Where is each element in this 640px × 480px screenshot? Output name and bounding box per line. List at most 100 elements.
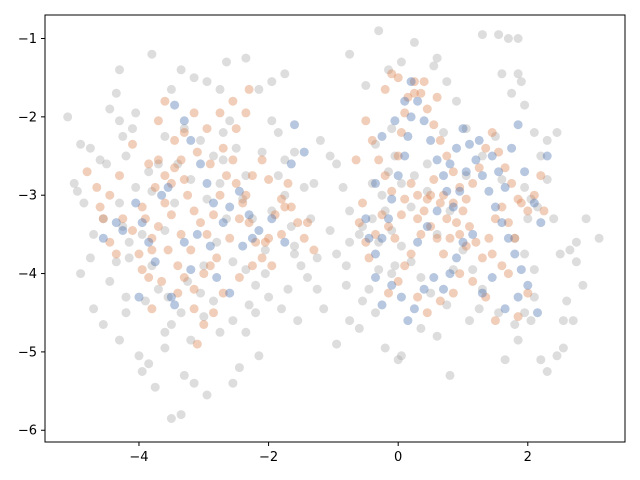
data-point — [111, 88, 121, 98]
data-point — [121, 308, 131, 318]
data-point — [500, 304, 510, 314]
data-point — [134, 351, 144, 361]
data-point — [209, 151, 218, 161]
data-point — [267, 261, 277, 271]
data-point — [241, 53, 251, 63]
data-point — [461, 241, 471, 251]
data-point — [244, 218, 254, 228]
data-point — [222, 57, 231, 67]
data-point — [432, 331, 442, 341]
data-point — [189, 284, 199, 294]
data-point — [510, 233, 520, 243]
data-point — [390, 151, 400, 161]
data-point — [186, 135, 196, 145]
data-point — [147, 245, 157, 255]
data-point — [345, 237, 355, 247]
data-point — [290, 241, 299, 251]
data-point — [387, 186, 397, 196]
data-point — [186, 175, 196, 184]
data-point — [137, 367, 147, 376]
data-point — [89, 304, 99, 314]
data-point — [140, 214, 150, 224]
data-point — [377, 233, 387, 243]
data-point — [234, 273, 244, 282]
data-point — [247, 214, 257, 224]
data-point — [439, 284, 448, 294]
data-point — [396, 351, 406, 361]
data-point — [396, 210, 406, 220]
data-point — [264, 292, 274, 302]
data-point — [157, 276, 167, 286]
data-point — [371, 178, 380, 188]
data-point — [102, 159, 112, 169]
data-point — [594, 233, 604, 243]
data-point — [419, 284, 429, 294]
data-point — [160, 226, 170, 235]
data-point — [510, 249, 520, 259]
data-point — [251, 280, 261, 290]
data-point — [241, 265, 251, 275]
data-point — [238, 198, 248, 208]
data-point — [452, 143, 461, 153]
data-point — [215, 178, 225, 188]
data-point — [209, 308, 218, 318]
data-point — [147, 304, 157, 314]
data-point — [523, 280, 533, 290]
data-point — [128, 139, 137, 149]
data-point — [144, 359, 154, 369]
data-point — [494, 30, 504, 40]
data-point — [539, 206, 549, 216]
data-point — [315, 135, 325, 145]
data-point — [332, 339, 342, 349]
data-point — [516, 198, 526, 208]
data-point — [419, 206, 429, 216]
data-point — [209, 198, 218, 208]
data-point — [254, 84, 264, 94]
data-point — [377, 131, 387, 141]
data-point — [202, 390, 212, 400]
data-point — [254, 226, 264, 235]
data-point — [468, 229, 478, 239]
data-point — [409, 304, 419, 314]
data-point — [76, 139, 86, 149]
data-point — [419, 116, 429, 126]
data-point — [367, 214, 377, 224]
data-point — [286, 202, 296, 212]
data-point — [128, 124, 137, 134]
data-point — [387, 280, 397, 290]
data-point — [176, 229, 186, 239]
data-point — [396, 241, 406, 251]
data-point — [542, 135, 552, 145]
data-point — [312, 253, 322, 263]
data-point — [474, 304, 484, 314]
data-point — [461, 194, 471, 204]
data-point — [199, 312, 209, 322]
data-point — [312, 284, 322, 294]
data-point — [384, 65, 393, 75]
data-point — [497, 261, 507, 271]
data-point — [63, 112, 73, 122]
data-point — [458, 245, 468, 255]
data-point — [121, 292, 131, 302]
data-point — [471, 237, 481, 247]
data-point — [231, 124, 241, 134]
data-point — [286, 159, 296, 169]
data-point — [79, 198, 89, 208]
data-point — [218, 128, 228, 137]
data-point — [400, 151, 410, 161]
data-point — [513, 34, 523, 43]
data-point — [176, 65, 186, 75]
data-point — [332, 249, 342, 259]
data-point — [290, 147, 299, 157]
data-point — [409, 77, 419, 87]
data-point — [147, 186, 157, 196]
data-point — [111, 218, 121, 228]
data-point — [432, 233, 442, 243]
data-point — [445, 269, 455, 279]
data-point — [95, 202, 105, 212]
data-point — [416, 88, 426, 98]
data-point — [140, 296, 150, 306]
data-point — [137, 229, 147, 239]
data-point — [500, 163, 510, 173]
data-point — [477, 30, 487, 40]
